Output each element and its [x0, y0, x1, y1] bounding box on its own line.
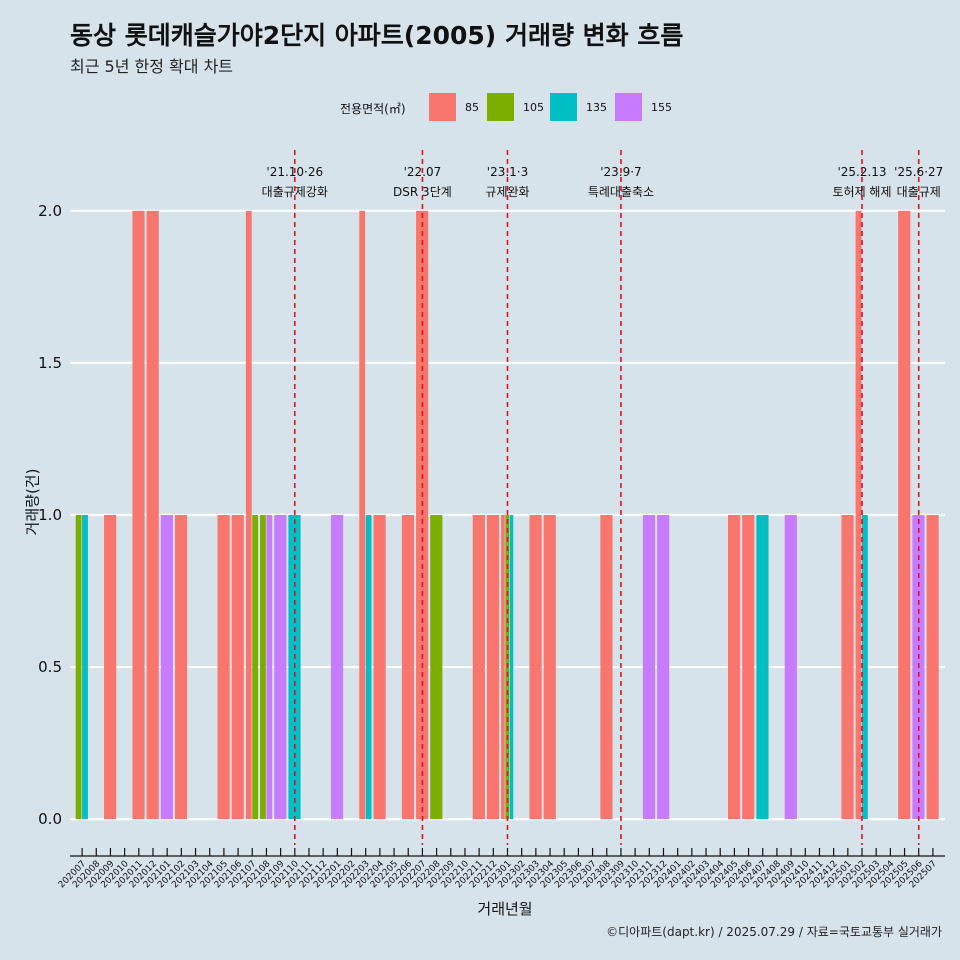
- bar-85-202406: [742, 514, 755, 820]
- bar-155-202101: [160, 514, 173, 820]
- bar-85-202206: [401, 514, 415, 820]
- bar-85-202301: [501, 514, 505, 820]
- annotation-date: '22.07: [404, 165, 442, 179]
- bar-85-202505: [898, 210, 911, 820]
- bar-105-202007: [75, 514, 82, 820]
- legend-swatch: [429, 93, 456, 121]
- bar-155-202312: [657, 514, 670, 820]
- annotation-label: DSR 3단계: [393, 185, 452, 199]
- annotation-label: 토허제 해제: [833, 185, 892, 199]
- bar-105-202107: [252, 514, 259, 820]
- legend-label: 105: [523, 101, 544, 114]
- bar-85-202405: [728, 514, 741, 820]
- bar-85-202102: [174, 514, 188, 820]
- bar-85-202211: [472, 514, 485, 820]
- bar-135-202502: [862, 514, 868, 820]
- bar-155-202109: [274, 514, 287, 820]
- legend-title: 전용면적(㎡): [340, 102, 406, 116]
- bar-85-202501: [841, 514, 854, 820]
- annotation-date: '25.6·27: [894, 165, 943, 179]
- y-axis-title: 거래량(건): [23, 468, 42, 536]
- annotation-date: '23.1·3: [487, 165, 528, 179]
- annotation-label: 대출규제강화: [262, 185, 328, 199]
- bar-85-202107: [245, 210, 252, 820]
- legend-swatch: [615, 93, 642, 121]
- annotations: '21.10·26 대출규제강화 '22.07 DSR 3단계 '23.1·3 규제완화 '…: [262, 150, 943, 845]
- bar-155-202409: [784, 514, 797, 820]
- legend-swatch: [487, 93, 514, 121]
- bar-135-202007: [82, 514, 88, 820]
- annotation-date: '21.10·26: [266, 165, 323, 179]
- legend-label: 135: [586, 101, 607, 114]
- source-caption: ©디아파트(dapt.kr) / 2025.07.29 / 자료=국토교통부 실…: [606, 925, 942, 939]
- bar-135-202407: [756, 514, 769, 820]
- bar-85-202011: [132, 210, 145, 820]
- bar-155-202108: [266, 514, 273, 820]
- bar-155-202311: [642, 514, 656, 820]
- y-tick-label: 1.0: [38, 506, 62, 524]
- bar-105-202208: [430, 514, 443, 820]
- chart-subtitle: 최근 5년 한정 확대 차트: [70, 57, 234, 76]
- bar-85-202507: [926, 514, 939, 820]
- bar-135-202203: [365, 514, 372, 820]
- chart-title: 동상 롯데캐슬가야2단지 아파트(2005) 거래량 변화 흐름: [70, 21, 684, 50]
- y-tick-label: 1.5: [38, 354, 62, 372]
- annotation-label: 규제완화: [485, 185, 529, 199]
- bars: [75, 210, 939, 820]
- annotation-date: '25.2.13: [837, 165, 886, 179]
- bar-85-202212: [486, 514, 500, 820]
- bar-85-202012: [146, 210, 159, 820]
- legend-label: 155: [651, 101, 672, 114]
- y-tick-label: 2.0: [38, 202, 62, 220]
- x-axis-title: 거래년월: [477, 900, 533, 918]
- bar-85-202203: [359, 210, 366, 820]
- bar-85-202105: [217, 514, 230, 820]
- legend-label: 85: [465, 101, 479, 114]
- bar-135-202301: [509, 514, 514, 820]
- bar-85-202304: [543, 514, 556, 820]
- y-tick-label: 0.5: [38, 658, 62, 676]
- bar-85-202106: [231, 514, 244, 820]
- annotation-date: '23.9·7: [600, 165, 641, 179]
- annotation-label: 대출규제: [897, 185, 941, 199]
- bar-85-202303: [529, 514, 542, 820]
- bar-85-202502: [855, 210, 862, 820]
- legend-swatch: [550, 93, 577, 121]
- legend: 전용면적(㎡) 85 105 135 155: [0, 92, 960, 124]
- bar-105-202108: [260, 514, 266, 820]
- bar-85-202204: [373, 514, 386, 820]
- bar-85-202009: [104, 514, 117, 820]
- bar-85-202308: [600, 514, 613, 820]
- bar-155-202201: [330, 514, 344, 820]
- y-tick-label: 0.0: [38, 810, 62, 828]
- annotation-label: 특례대출축소: [588, 185, 654, 199]
